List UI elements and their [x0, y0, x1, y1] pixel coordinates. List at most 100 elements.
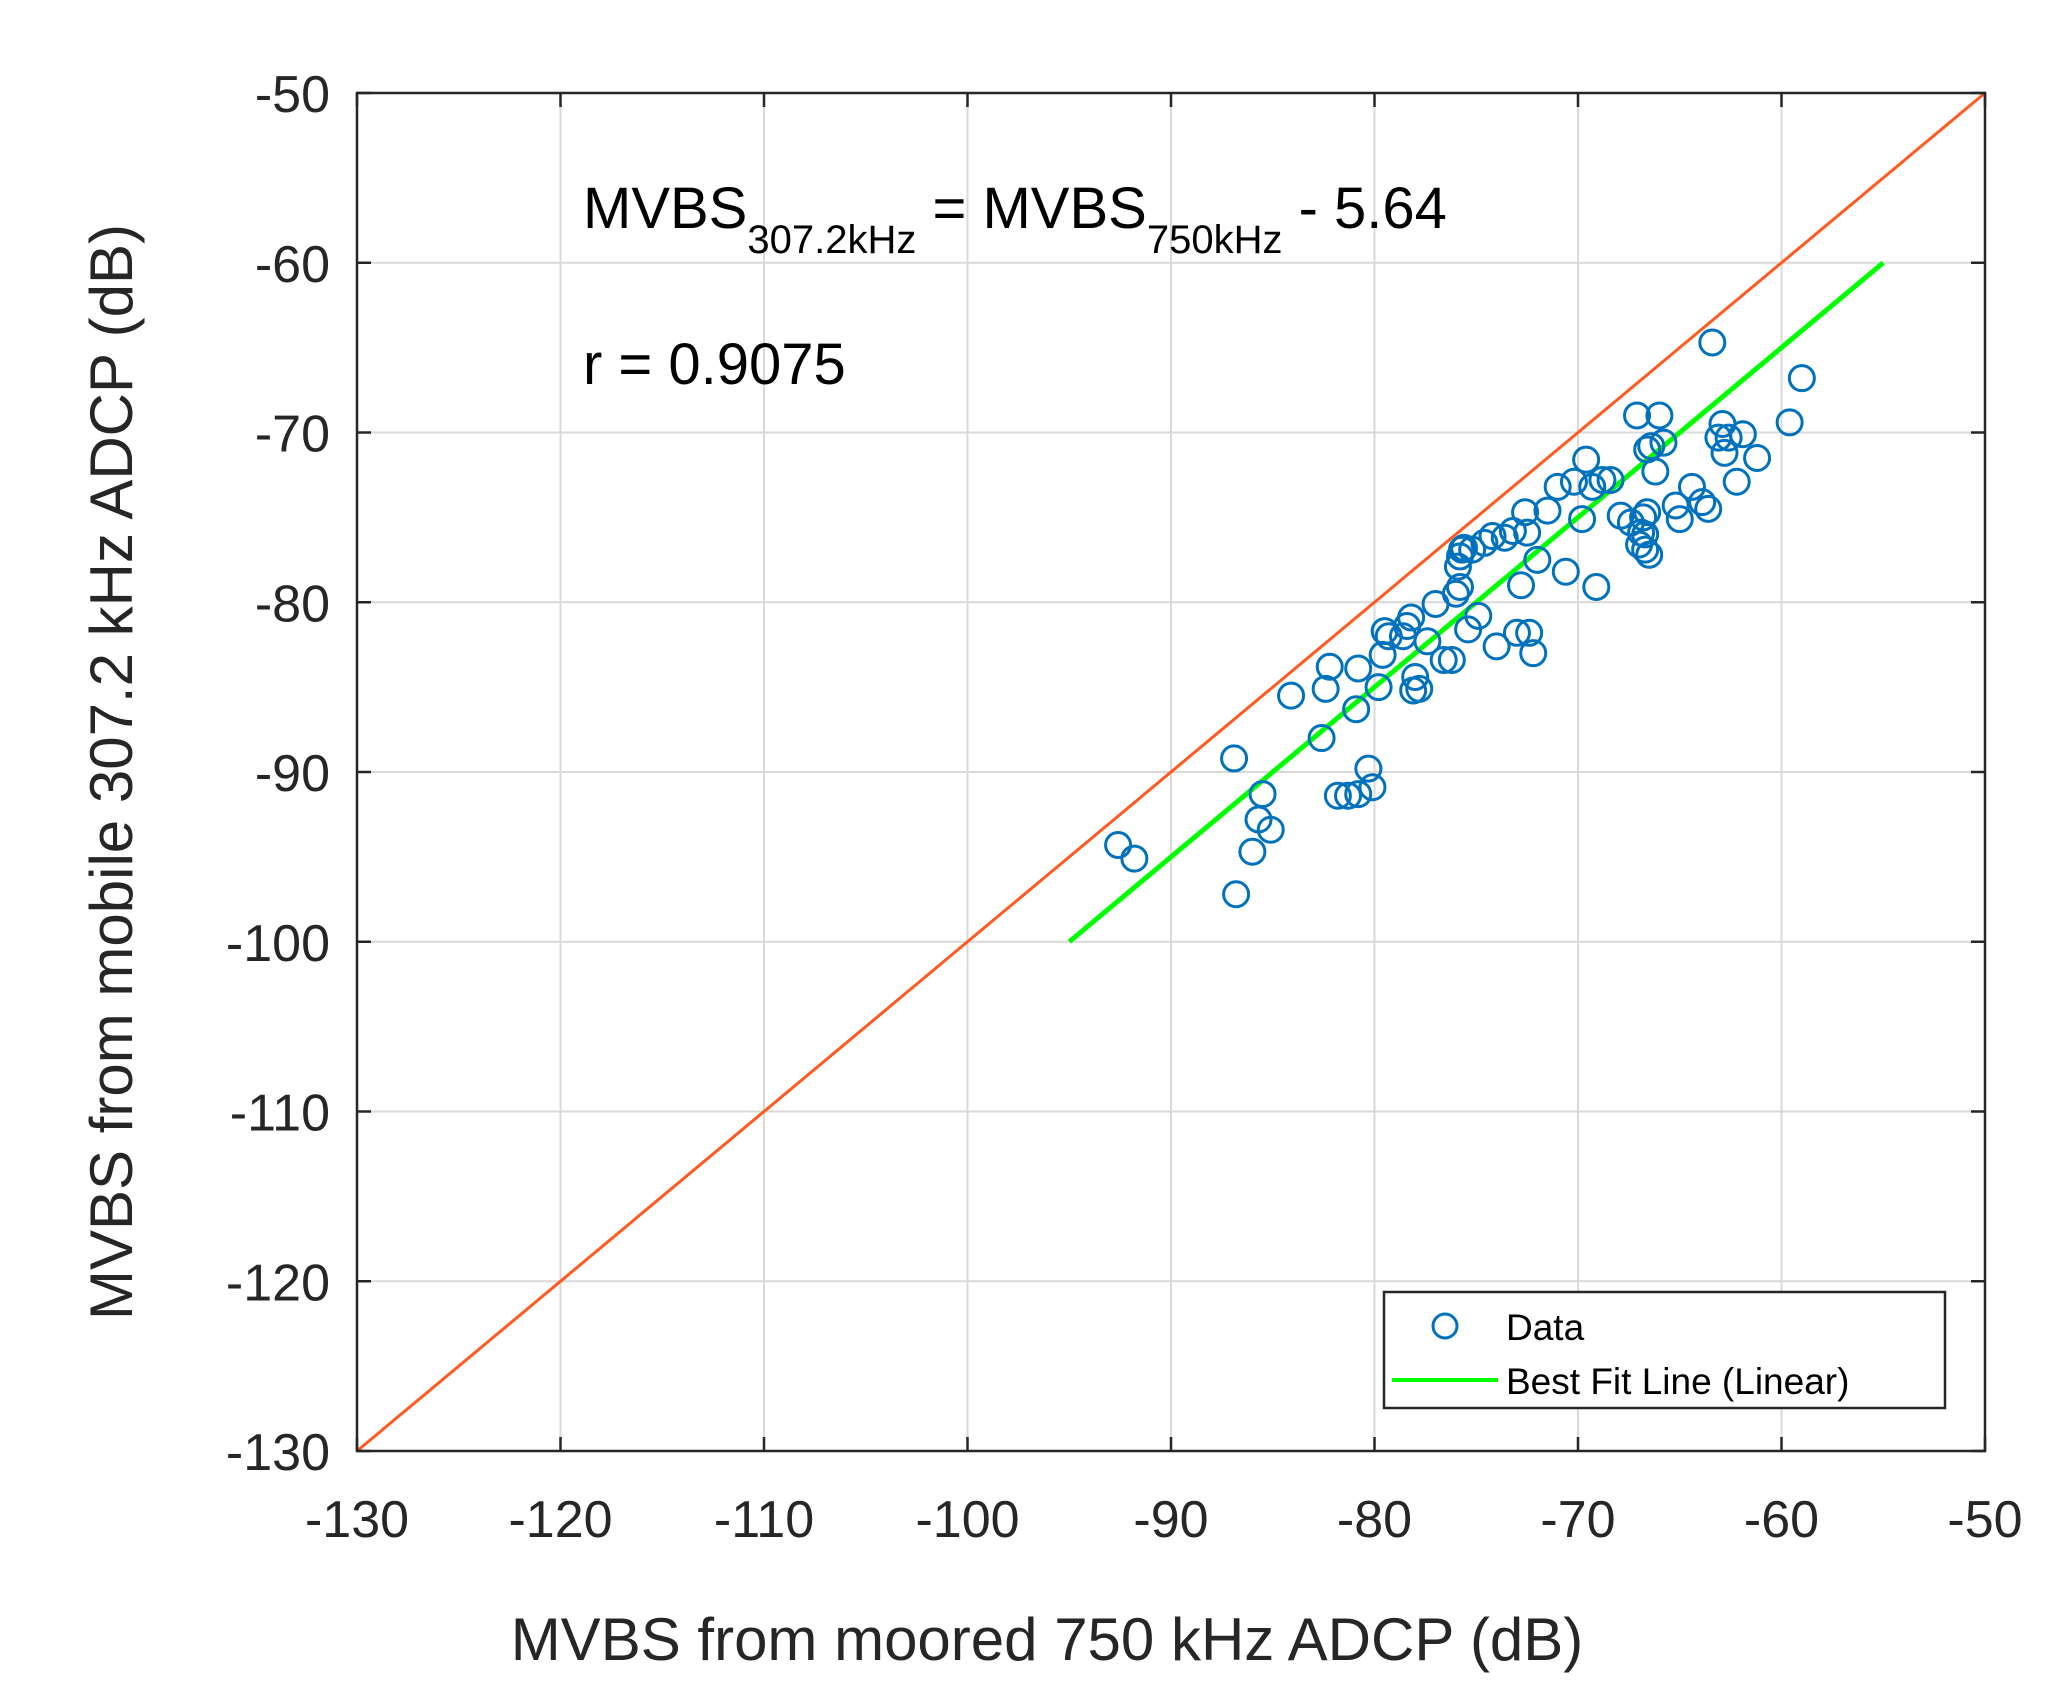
equation-annotation: MVBS307.2kHz = MVBS750kHz - 5.64	[583, 176, 1447, 262]
data-point	[1315, 652, 1344, 681]
identity-line	[356, 91, 1986, 1453]
data-point	[1714, 423, 1743, 452]
data-point	[1688, 488, 1717, 517]
r-value-annotation: r = 0.9075	[583, 332, 846, 397]
data-point	[1543, 472, 1572, 501]
legend-fit-label: Best Fit Line (Linear)	[1506, 1361, 1849, 1402]
data-point	[1588, 466, 1617, 495]
y-tick-label: -90	[255, 745, 330, 803]
data-point	[1104, 830, 1133, 859]
y-tick-label: -70	[255, 406, 330, 464]
data-point	[1511, 498, 1540, 527]
data-point	[1568, 505, 1597, 534]
data-point	[1445, 572, 1474, 601]
data-point	[1787, 364, 1816, 393]
data-point	[1256, 815, 1285, 844]
data-point	[1629, 503, 1658, 532]
data-point	[1582, 572, 1611, 601]
data-point	[1623, 401, 1652, 430]
y-tick-label: -100	[226, 915, 330, 973]
y-tick-label: -110	[230, 1085, 330, 1143]
data-point	[1507, 571, 1536, 600]
legend-data-marker	[1431, 1312, 1459, 1340]
y-tick-label: -130	[226, 1424, 330, 1482]
data-point	[1413, 627, 1442, 656]
data-point	[1694, 494, 1723, 523]
data-point	[1641, 457, 1670, 486]
data-point	[1551, 557, 1580, 586]
data-point	[1728, 420, 1757, 449]
data-point	[1631, 520, 1660, 549]
data-point	[1661, 491, 1690, 520]
data-point	[1559, 467, 1588, 496]
data-point	[1311, 674, 1340, 703]
data-point	[1307, 724, 1336, 753]
data-point	[1364, 673, 1393, 702]
data-point	[1482, 632, 1511, 661]
x-tick-label: -110	[714, 1491, 814, 1549]
data-point	[1222, 880, 1251, 909]
x-tick-label: -100	[915, 1491, 1019, 1549]
data-point	[1220, 744, 1249, 773]
legend-data-label: Data	[1506, 1307, 1585, 1348]
y-axis-label: MVBS from mobile 307.2 kHz ADCP (dB)	[78, 224, 145, 1320]
legend-box	[1382, 1290, 1947, 1410]
data-point	[1397, 603, 1426, 632]
x-tick-label: -90	[1133, 1491, 1208, 1549]
data-point	[1596, 466, 1625, 495]
data-point	[1635, 540, 1664, 569]
x-tick-label: -80	[1337, 1491, 1412, 1549]
data-point	[1342, 695, 1371, 724]
data-point	[1248, 780, 1277, 809]
data-point	[1405, 674, 1434, 703]
data-point	[1775, 408, 1804, 437]
data-point	[1633, 498, 1662, 527]
data-point	[1441, 579, 1470, 608]
data-point	[1645, 401, 1674, 430]
data-point	[1523, 545, 1552, 574]
data-point	[1722, 467, 1751, 496]
x-axis-label: MVBS from moored 750 kHz ADCP (dB)	[511, 1606, 1584, 1673]
data-point	[1698, 328, 1727, 357]
y-tick-label: -50	[255, 66, 330, 124]
data-point	[1519, 639, 1548, 668]
data-point	[1513, 518, 1542, 547]
equation-lhs-subscript: 307.2kHz	[747, 218, 916, 262]
data-point	[1344, 780, 1373, 809]
data-point	[1572, 445, 1601, 474]
data-point	[1120, 844, 1149, 873]
data-point	[1743, 443, 1772, 472]
data-point	[1631, 535, 1660, 564]
data-points	[1104, 328, 1816, 909]
data-point	[1344, 654, 1373, 683]
data-point	[1334, 781, 1363, 810]
x-tick-label: -130	[305, 1491, 409, 1549]
data-point	[1502, 618, 1531, 647]
data-point	[1470, 528, 1499, 557]
data-point	[1533, 496, 1562, 525]
x-tick-label: -120	[508, 1491, 612, 1549]
equation-tail: - 5.64	[1282, 176, 1446, 241]
y-tick-label: -60	[255, 236, 330, 294]
data-point	[1443, 552, 1472, 581]
x-tick-label: -60	[1744, 1491, 1819, 1549]
axis-ticks: -130 -120 -110 -100 -90 -80 -70 -60 -50 -130 -120 -…	[226, 66, 2023, 1549]
equation-lhs: MVBS	[583, 176, 747, 241]
legend: Data Best Fit Line (Linear)	[1382, 1290, 1947, 1410]
data-point	[1677, 472, 1706, 501]
data-point	[1665, 505, 1694, 534]
data-point	[1437, 645, 1466, 674]
data-point	[1464, 601, 1493, 630]
x-tick-label: -50	[1947, 1491, 2022, 1549]
y-tick-label: -80	[255, 575, 330, 633]
data-point	[1401, 662, 1430, 691]
y-tick-label: -120	[226, 1254, 330, 1312]
data-point	[1354, 754, 1383, 783]
data-point	[1323, 781, 1352, 810]
data-point	[1478, 522, 1507, 551]
x-tick-label: -70	[1540, 1491, 1615, 1549]
data-point	[1277, 681, 1306, 710]
data-point	[1238, 837, 1267, 866]
